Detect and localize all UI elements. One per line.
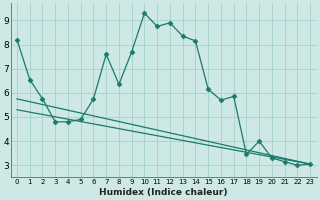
X-axis label: Humidex (Indice chaleur): Humidex (Indice chaleur) [99,188,228,197]
